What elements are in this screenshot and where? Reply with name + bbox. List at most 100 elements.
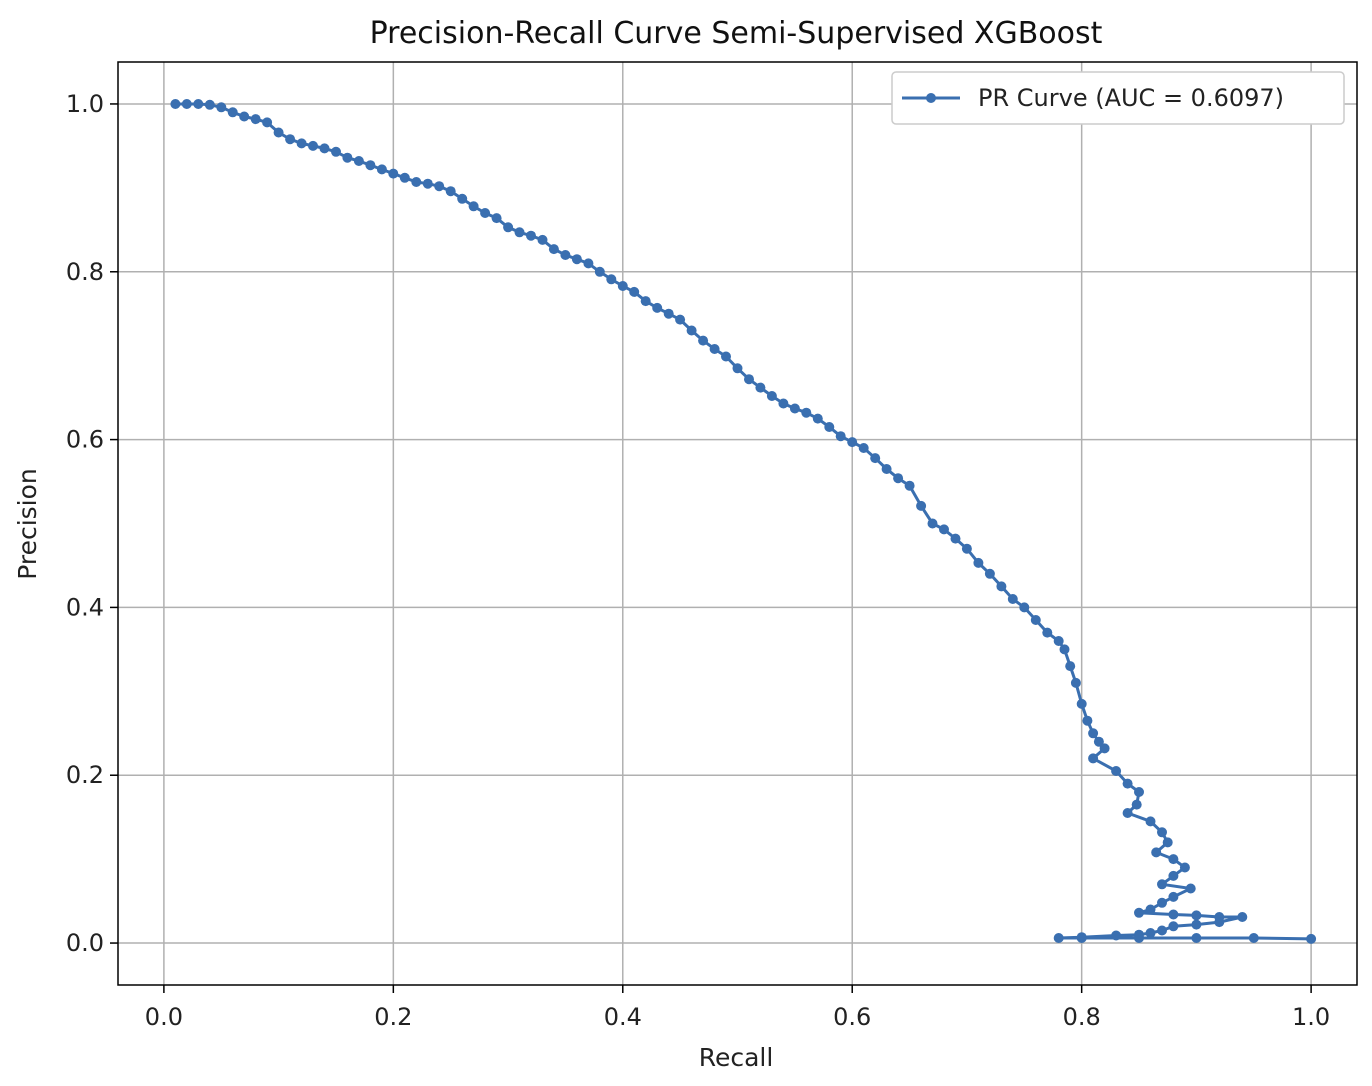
pr-curve-point	[273, 127, 284, 138]
y-tick-label: 0.0	[66, 929, 104, 957]
pr-curve-point	[961, 543, 972, 554]
pr-curve-point	[606, 274, 617, 285]
pr-curve-point	[468, 201, 479, 212]
pr-curve-point	[1030, 615, 1041, 625]
pr-curve-point	[560, 250, 571, 260]
pr-curve-point	[1082, 715, 1093, 726]
pr-curve-point	[1157, 879, 1167, 890]
x-tick-label: 0.6	[833, 1003, 871, 1031]
pr-curve-point	[881, 464, 892, 474]
pr-curve-point	[1162, 837, 1173, 848]
chart-title: Precision-Recall Curve Semi-Supervised X…	[370, 16, 1103, 51]
y-tick-label: 1.0	[66, 90, 104, 118]
pr-curve-point	[1134, 787, 1144, 797]
x-tick-label: 1.0	[1292, 1003, 1330, 1031]
pr-curve-point	[503, 222, 514, 233]
pr-curve-point	[984, 568, 995, 579]
legend-marker-sample	[926, 93, 936, 103]
pr-curve-point	[1131, 799, 1142, 810]
x-tick-label: 0.4	[604, 1003, 642, 1031]
legend-label: PR Curve (AUC = 0.6097)	[978, 84, 1284, 112]
pr-curve-point	[1168, 854, 1179, 865]
pr-curve-point	[434, 181, 445, 192]
y-tick-label: 0.8	[66, 258, 104, 286]
pr-curve-point	[812, 413, 823, 424]
pr-curve-point	[1053, 933, 1064, 943]
pr-curve-point	[1134, 907, 1144, 918]
pr-curve-point	[1111, 766, 1122, 776]
pr-curve-point	[904, 480, 915, 491]
pr-curve-point	[939, 524, 949, 535]
pr-curve-point	[893, 473, 904, 484]
pr-curve-point	[1214, 917, 1225, 928]
pr-curve-point	[686, 325, 697, 336]
pr-curve-point	[1070, 677, 1081, 688]
pr-curve-point	[1053, 636, 1064, 646]
pr-curve-point	[1168, 891, 1179, 902]
pr-curve-point	[789, 403, 800, 414]
pr-curve-point	[675, 314, 686, 325]
pr-curve-point	[617, 281, 628, 291]
pr-curve-point	[1088, 728, 1099, 739]
ticks: 0.0 0.2 0.4 0.6 0.8 1.0 0.0 0.2 0.4 0.6 0.8 1.0	[66, 90, 1330, 1031]
pr-curve-point	[491, 213, 502, 224]
plot-frame	[117, 61, 1358, 986]
y-tick-label: 0.2	[66, 761, 104, 789]
pr-curve-point	[296, 138, 307, 149]
pr-curve-point	[996, 581, 1007, 592]
pr-curve-point	[1168, 921, 1179, 932]
pr-curve-point	[571, 254, 582, 265]
pr-curve-point	[1306, 933, 1317, 944]
pr-curve-point	[870, 453, 881, 464]
pr-curve-point	[583, 258, 594, 269]
pr-curve-point	[1093, 736, 1104, 747]
pr-curve-point	[526, 230, 536, 241]
pr-curve-point	[353, 156, 364, 166]
pr-curve-point	[1065, 661, 1076, 672]
pr-curve-point	[216, 102, 227, 113]
pr-curve-point	[709, 344, 720, 354]
pr-curve-point	[755, 382, 766, 393]
x-tick-label: 0.8	[1063, 1003, 1101, 1031]
pr-curve-point	[1019, 602, 1030, 613]
pr-curve-point	[1157, 897, 1167, 908]
pr-curve-point	[250, 114, 261, 125]
pr-curve-point	[331, 146, 341, 157]
pr-curve-point	[376, 164, 387, 175]
pr-curve-point	[445, 186, 456, 197]
pr-curve-point	[457, 193, 468, 204]
pr-curve-point	[548, 244, 559, 255]
pr-curve-point	[1145, 904, 1156, 915]
pr-curve-point	[181, 99, 192, 109]
pr-curve-point	[1157, 925, 1167, 936]
grid	[118, 62, 1357, 985]
series-layer	[170, 99, 1317, 944]
pr-curve-point	[824, 422, 835, 432]
pr-curve-point	[778, 398, 789, 409]
pr-curve-point	[927, 518, 938, 529]
pr-curve-point	[1122, 778, 1133, 789]
pr-curve-point	[239, 111, 250, 122]
pr-curve-point	[514, 227, 525, 238]
pr-curve-point	[732, 363, 743, 374]
pr-curve-point	[858, 443, 869, 453]
legend: PR Curve (AUC = 0.6097)	[891, 71, 1345, 125]
pr-curve-point	[744, 374, 754, 385]
pr-curve-point	[1185, 883, 1196, 894]
pr-curve-point	[916, 500, 927, 511]
pr-curve-point	[721, 351, 731, 362]
pr-curve-point	[1099, 743, 1110, 754]
pr-curve-point	[1157, 827, 1167, 838]
pr-curve-point	[1237, 912, 1248, 922]
pr-curve-point	[1191, 910, 1202, 921]
pr-curve-point	[1076, 933, 1087, 943]
pr-curve-point	[847, 437, 858, 448]
pr-curve-point	[227, 107, 238, 118]
pr-curve-point	[388, 168, 399, 179]
pr-curve-point	[1168, 870, 1179, 881]
pr-curve-point	[973, 557, 984, 568]
legend-box	[891, 71, 1345, 125]
pr-curve-point	[1168, 909, 1179, 920]
pr-curve-point	[698, 335, 709, 346]
